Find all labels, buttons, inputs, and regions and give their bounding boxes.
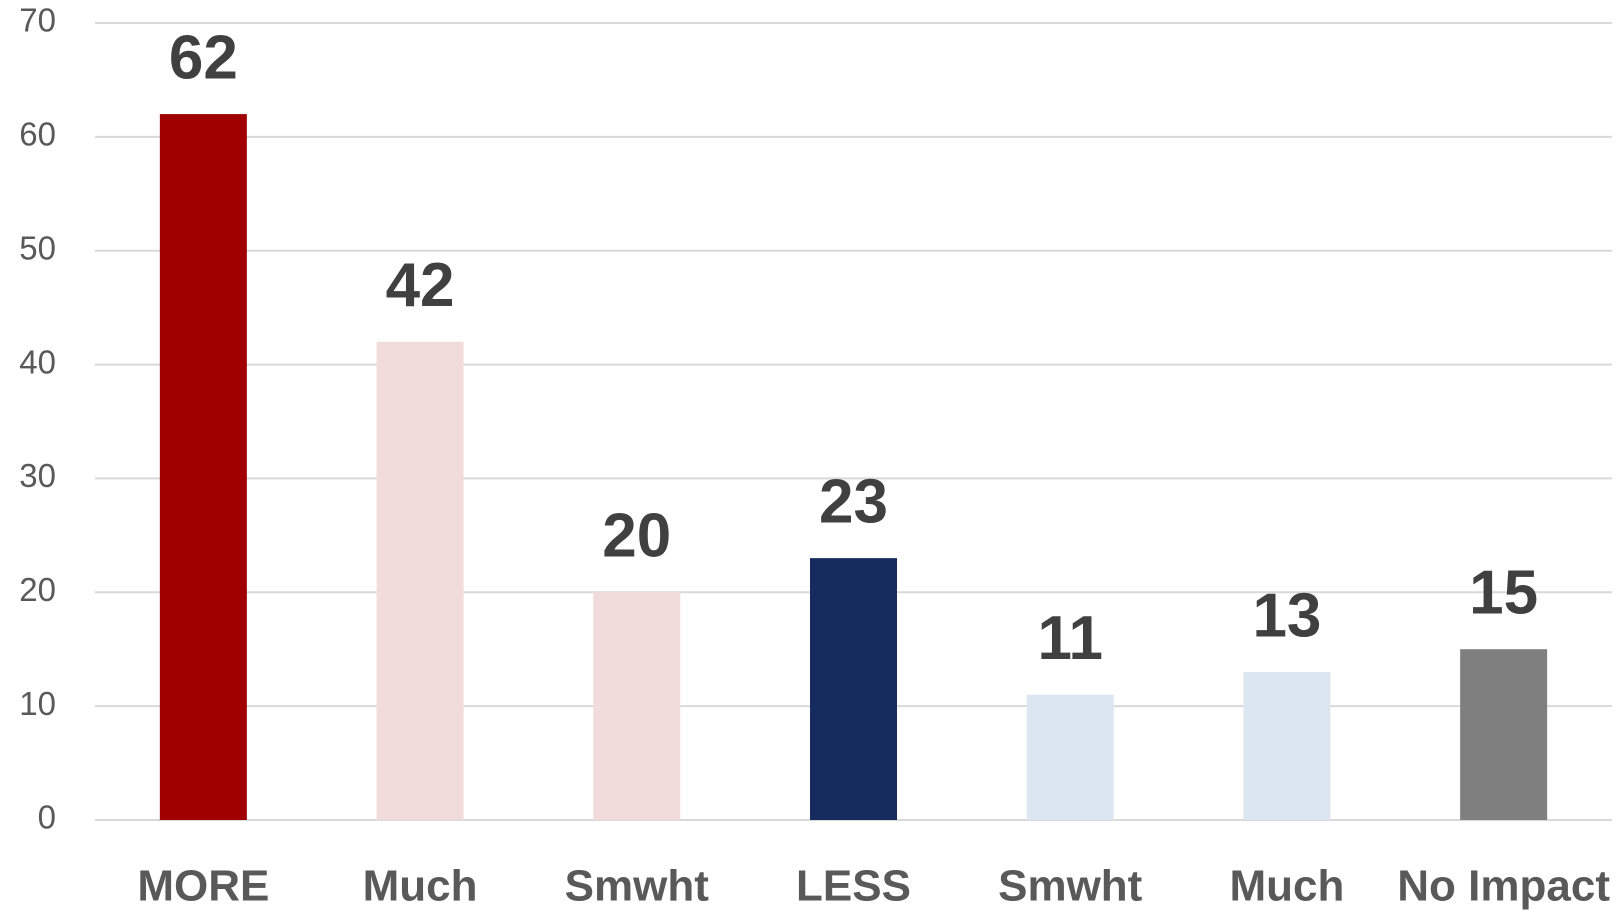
x-tick-label: Much [363, 862, 478, 911]
y-tick-label: 20 [19, 571, 56, 608]
data-label: 20 [602, 502, 671, 571]
y-tick-label: 60 [19, 116, 56, 153]
bar [376, 341, 464, 820]
y-tick-label: 70 [19, 2, 56, 39]
data-label: 23 [819, 468, 888, 537]
x-tick-label: No Impact [1397, 862, 1610, 911]
data-label: 42 [386, 251, 455, 320]
bar [159, 114, 247, 821]
y-tick-label: 50 [19, 229, 56, 266]
bar [1460, 649, 1548, 820]
x-tick-label: Smwht [998, 862, 1143, 911]
x-tick-label: Smwht [565, 862, 710, 911]
x-tick-label: MORE [137, 862, 269, 911]
data-label: 13 [1252, 581, 1321, 650]
y-tick-label: 0 [38, 799, 56, 836]
bar [1243, 671, 1331, 820]
y-tick-label: 10 [19, 685, 56, 722]
x-tick-label: Much [1229, 862, 1344, 911]
y-tick-label: 40 [19, 343, 56, 380]
bar [1026, 694, 1114, 820]
bar [810, 558, 897, 820]
data-label: 62 [169, 23, 238, 92]
data-label: 15 [1469, 559, 1538, 628]
bar [593, 592, 681, 820]
x-tick-label: LESS [796, 862, 911, 911]
data-label: 11 [1037, 604, 1103, 673]
y-tick-label: 30 [19, 457, 56, 494]
